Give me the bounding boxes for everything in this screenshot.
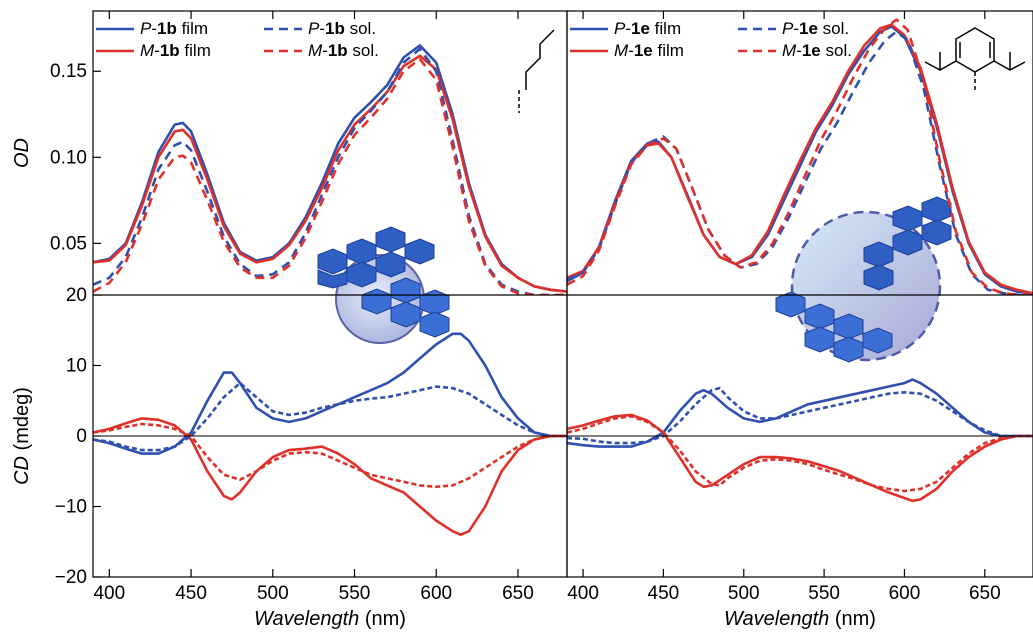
left-cd-series-p-1b-film — [93, 332, 567, 455]
alkyl-chain-structure — [518, 29, 555, 113]
legend-label: P-1b sol. — [308, 19, 376, 38]
x-tick-label: 450 — [648, 583, 680, 604]
left-od-series-m-1b-sol- — [93, 57, 567, 295]
legend-label: M-1e sol. — [782, 41, 852, 60]
od-y-tick-label: 0.10 — [50, 147, 87, 168]
x-tick-label: 550 — [339, 583, 371, 604]
x-tick-label: 600 — [889, 583, 921, 604]
legend-label: M-1b sol. — [308, 41, 379, 60]
right-cd-series-m-1e-sol- — [567, 415, 1033, 493]
x-axis-title-right: Wavelength (nm) — [724, 608, 876, 630]
left-cd-series-group — [93, 332, 567, 536]
right-cd-series-m-1e-film — [567, 413, 1033, 503]
od-axis-title: OD — [11, 138, 33, 168]
x-tick-label: 500 — [257, 583, 289, 604]
legend-label: P-1b film — [140, 19, 208, 38]
left-cd-series-m-1b-film — [93, 417, 567, 536]
left-od-series-m-1b-film — [93, 54, 567, 293]
cd-y-tick-label: 10 — [66, 356, 87, 377]
right-od-series-m-1e-sol- — [567, 18, 1033, 295]
legend-label: M-1b film — [140, 41, 211, 60]
x-tick-label: 450 — [175, 583, 207, 604]
series-layer — [93, 18, 1033, 536]
legend-layer: P-1b film P-1b sol. M-1b film M-1b sol. P-1e… — [96, 19, 852, 60]
cd-y-tick-label: −10 — [55, 497, 87, 518]
left-cd-series-p-1b-sol- — [93, 381, 567, 452]
legend-label: P-1e film — [614, 19, 681, 38]
x-axis-title-left: Wavelength (nm) — [254, 608, 406, 630]
left-od-series-group — [93, 44, 567, 295]
x-tick-label: 650 — [969, 583, 1001, 604]
x-tick-label: 600 — [420, 583, 452, 604]
cd-y-tick-label: −20 — [55, 567, 87, 588]
stacked-molecule-illustration-right — [775, 196, 952, 363]
legend-label: P-1e sol. — [782, 19, 849, 38]
cd-axis-title: CD (mdeg) — [11, 387, 33, 485]
x-tick-label: 400 — [567, 583, 599, 604]
legend-label: M-1e film — [614, 41, 684, 60]
x-tick-label: 650 — [502, 583, 534, 604]
diisopropylphenyl-structure — [924, 27, 1026, 90]
od-y-tick-label: 0.05 — [50, 233, 87, 254]
right-cd-series-group — [567, 378, 1033, 503]
right-od-series-group — [567, 18, 1033, 295]
stacked-molecule-illustration-left — [317, 226, 450, 344]
left-cd-series-m-1b-sol- — [93, 422, 567, 489]
x-tick-label: 400 — [93, 583, 125, 604]
x-tick-label: 550 — [808, 583, 840, 604]
od-y-tick-label: 0.15 — [50, 61, 87, 82]
ticks-layer: 400 450 500 550 600 650 0.05 0.10 0.15 −20 −10 0 10 2… — [50, 11, 1033, 604]
cd-y-tick-label: 0 — [76, 426, 87, 447]
right-cd-series-p-1e-sol- — [567, 386, 1033, 445]
panel-frames — [92, 10, 1033, 578]
cd-y-tick-label: 20 — [66, 285, 87, 306]
x-tick-label: 500 — [728, 583, 760, 604]
